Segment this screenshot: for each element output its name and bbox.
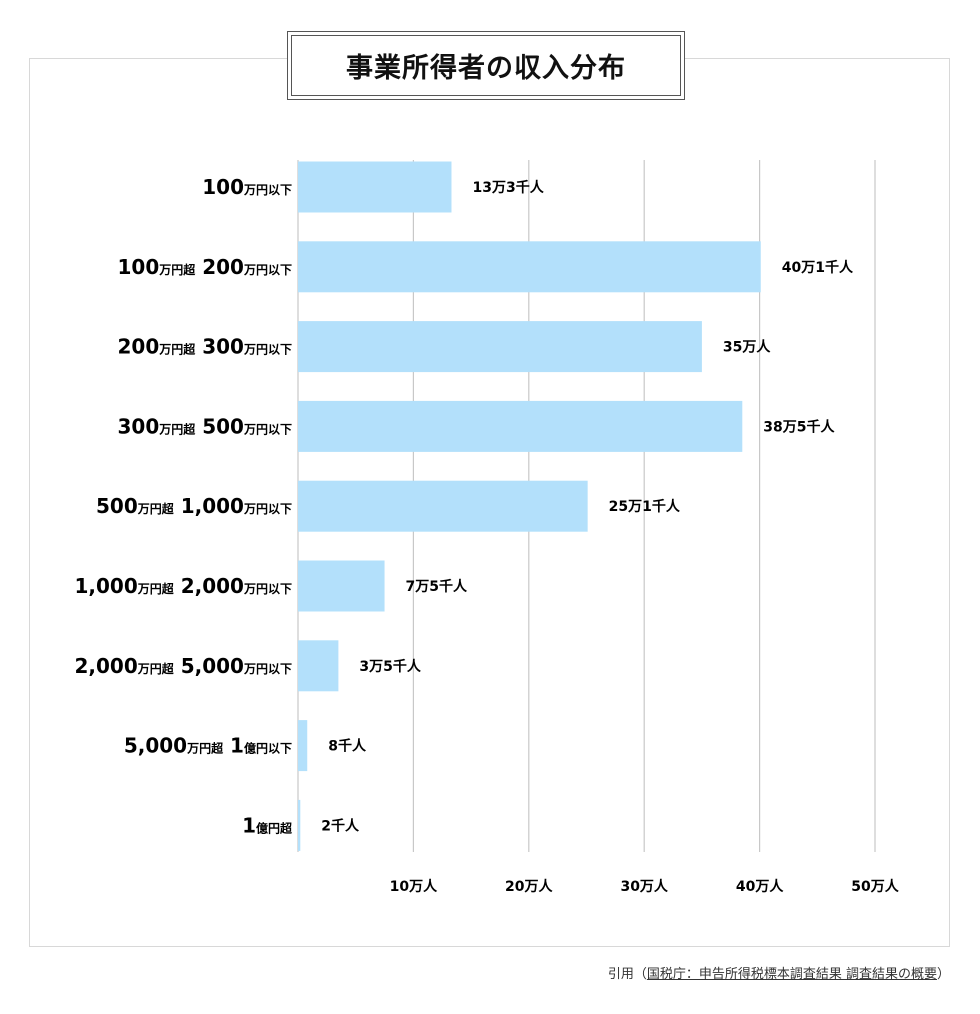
bar-value-label: 13万3千人 <box>472 179 544 196</box>
category-label-part: 万円超 <box>186 741 224 756</box>
category-label-part: 万円以下 <box>243 263 292 277</box>
category-label-part: 5,000 <box>124 734 187 758</box>
chart-title-box: 事業所得者の収入分布 <box>287 31 685 100</box>
category-label-part: 5,000 <box>174 654 244 678</box>
citation-source-link[interactable]: 国税庁：申告所得税標本調査結果 調査結果の概要 <box>646 967 937 982</box>
category-label-part: 200 <box>118 335 160 359</box>
bar <box>298 161 452 213</box>
category-label-part: 万円超 <box>137 581 175 596</box>
x-tick-label: 40万人 <box>736 878 784 895</box>
category-label: 100万円以下 <box>202 175 292 199</box>
category-label-part: 300 <box>118 414 160 438</box>
category-label-part: 億円以下 <box>244 741 292 756</box>
category-label-part: 2,000 <box>74 654 137 678</box>
category-label-part: 万円以下 <box>243 422 292 436</box>
category-label-part: 100 <box>118 255 160 279</box>
category-label: 2,000万円超 5,000万円以下 <box>74 654 292 678</box>
category-label-part: 万円超 <box>158 421 196 436</box>
x-tick-label: 20万人 <box>505 878 553 895</box>
category-label-part: 1,000 <box>74 574 137 598</box>
bar <box>298 560 385 612</box>
category-label-part: 万円超 <box>137 661 175 676</box>
bar <box>298 799 301 851</box>
category-label: 300万円超 500万円以下 <box>118 414 293 438</box>
category-label: 100万円超 200万円以下 <box>118 255 293 279</box>
category-label-part: 万円以下 <box>243 343 292 357</box>
category-label-part: 300 <box>195 335 244 359</box>
x-tick-label: 30万人 <box>620 878 668 895</box>
category-label: 1,000万円超 2,000万円以下 <box>74 574 292 598</box>
category-label: 1億円超 <box>242 813 293 837</box>
citation: 引用（国税庁：申告所得税標本調査結果 調査結果の概要） <box>608 963 950 982</box>
bar <box>298 640 339 692</box>
bar <box>298 480 588 532</box>
bar-value-label: 38万5千人 <box>763 418 835 435</box>
category-label-part: 200 <box>195 255 244 279</box>
chart-title: 事業所得者の収入分布 <box>291 35 681 96</box>
category-label-part: 万円以下 <box>243 582 292 596</box>
bar-value-label: 3万5千人 <box>359 658 421 675</box>
bar-value-label: 25万1千人 <box>609 498 681 515</box>
category-label-part: 万円超 <box>158 342 196 357</box>
citation-prefix: 引用（ <box>607 967 647 982</box>
category-label-part: 1 <box>242 813 256 837</box>
category-label-part: 万円超 <box>158 262 196 277</box>
category-label: 5,000万円超 1億円以下 <box>124 734 292 758</box>
bar <box>298 400 743 452</box>
category-label: 200万円超 300万円以下 <box>118 335 293 359</box>
category-label-part: 億円超 <box>256 820 293 835</box>
bar <box>298 720 308 772</box>
category-label-part: 1,000 <box>174 494 244 518</box>
bar <box>298 321 702 373</box>
category-label-part: 100 <box>202 175 244 199</box>
category-label-part: 1 <box>223 734 244 758</box>
bar-value-label: 7万5千人 <box>406 578 468 595</box>
category-label-part: 500 <box>96 494 138 518</box>
category-label-part: 500 <box>195 414 244 438</box>
category-label-part: 万円以下 <box>243 502 292 516</box>
category-label-part: 万円超 <box>137 501 175 516</box>
x-tick-label: 50万人 <box>851 878 899 895</box>
citation-suffix: ） <box>936 967 950 982</box>
category-label-part: 万円以下 <box>243 183 292 197</box>
bar <box>298 241 761 293</box>
bar-value-label: 8千人 <box>328 738 367 755</box>
category-label-part: 万円以下 <box>243 662 292 676</box>
bar-value-label: 2千人 <box>321 817 360 834</box>
x-tick-label: 10万人 <box>390 878 438 895</box>
category-label-part: 2,000 <box>174 574 244 598</box>
category-label: 500万円超 1,000万円以下 <box>96 494 292 518</box>
bar-value-label: 35万人 <box>723 339 771 356</box>
bar-value-label: 40万1千人 <box>782 259 854 276</box>
